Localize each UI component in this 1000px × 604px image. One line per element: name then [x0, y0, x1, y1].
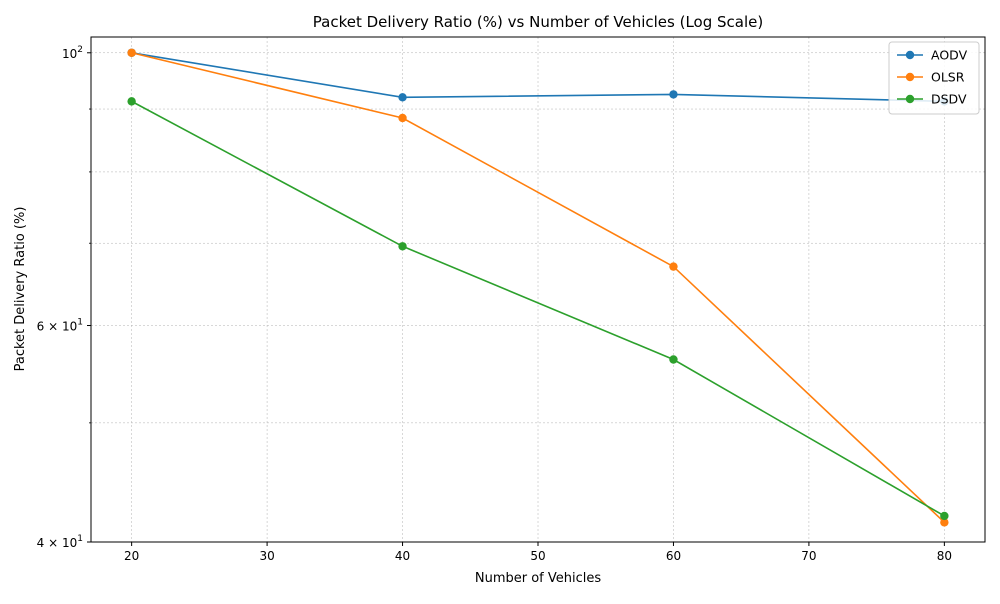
- data-point-dsdv: [940, 511, 949, 521]
- legend-marker: [905, 72, 915, 82]
- x-tick-label: 50: [530, 549, 545, 563]
- data-point-olsr: [127, 48, 136, 57]
- legend-marker: [905, 94, 915, 104]
- legend-item-olsr: OLSR: [897, 70, 965, 85]
- y-tick-label: 4 × 101: [37, 534, 83, 550]
- legend-marker: [905, 50, 915, 60]
- data-point-olsr: [669, 262, 678, 271]
- series-dsdv: [127, 97, 949, 521]
- x-axis-label: Number of Vehicles: [475, 571, 602, 586]
- series-line-aodv: [131, 51, 945, 103]
- series-line-olsr: [131, 52, 945, 523]
- data-point-aodv: [398, 93, 407, 102]
- x-tick-label: 60: [666, 549, 681, 563]
- y-tick-label: 102: [62, 45, 83, 61]
- legend-label: AODV: [931, 48, 968, 63]
- x-tick-label: 80: [937, 549, 952, 563]
- data-point-olsr: [398, 113, 407, 123]
- legend-item-aodv: AODV: [897, 48, 968, 63]
- y-axis-label: Packet Delivery Ratio (%): [13, 207, 28, 372]
- y-tick-label: 6 × 101: [37, 318, 83, 334]
- x-tick-label: 20: [124, 549, 139, 563]
- chart-title: Packet Delivery Ratio (%) vs Number of V…: [313, 13, 763, 31]
- legend-label: DSDV: [931, 92, 967, 107]
- legend-label: OLSR: [931, 70, 965, 85]
- grid-layer: [91, 37, 985, 542]
- data-point-dsdv: [398, 242, 407, 251]
- data-point-aodv: [669, 90, 678, 99]
- legend-item-dsdv: DSDV: [897, 92, 967, 107]
- data-point-olsr: [940, 518, 949, 527]
- x-tick-label: 70: [801, 549, 816, 563]
- axis-layer: 20 30 40 50 60 70 80 4 × 101 6 × 101 102: [37, 45, 952, 563]
- x-tick-label: 40: [395, 549, 410, 563]
- data-point-dsdv: [669, 355, 678, 364]
- data-point-dsdv: [127, 97, 136, 106]
- series-layer: [127, 48, 949, 527]
- x-tick-label: 30: [259, 549, 274, 563]
- series-line-dsdv: [131, 100, 945, 517]
- legend: AODV OLSR DSDV: [888, 41, 980, 115]
- series-olsr: [127, 48, 949, 527]
